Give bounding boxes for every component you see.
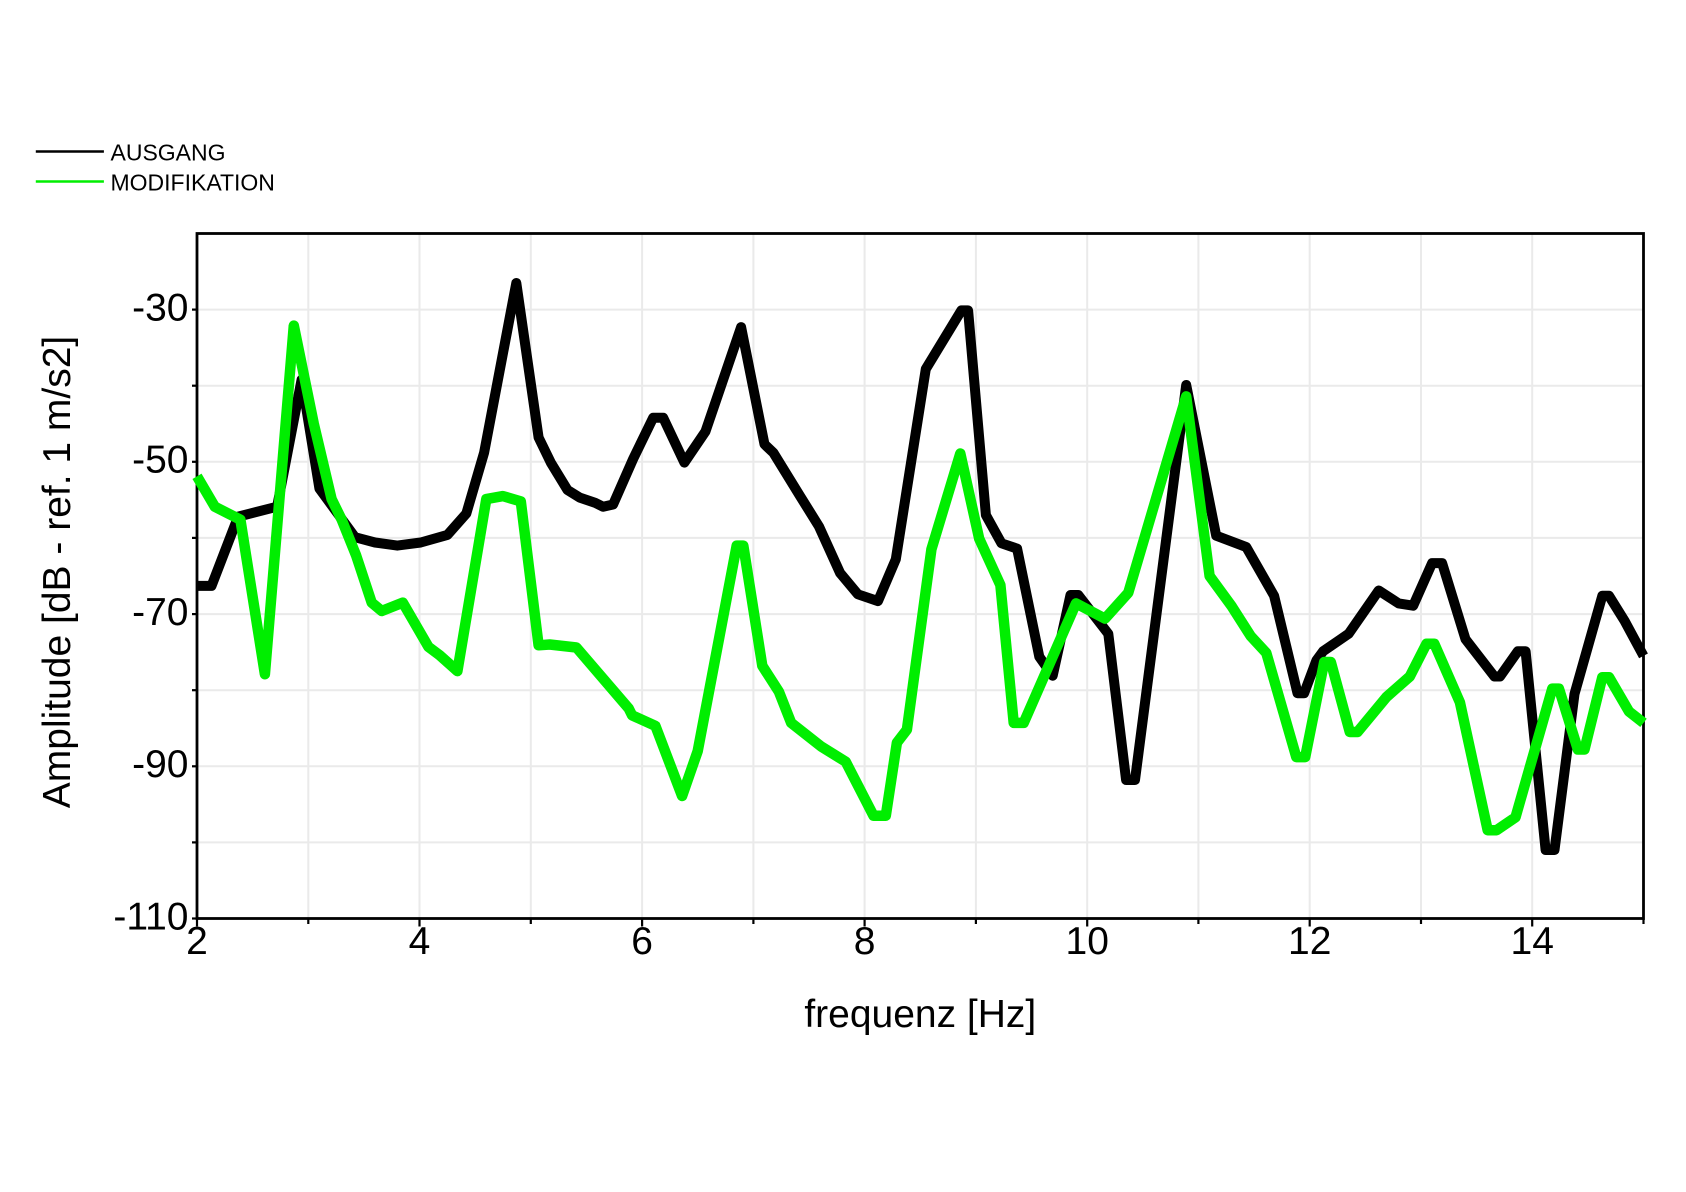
svg-text:6: 6 (631, 920, 653, 963)
svg-text:-50: -50 (132, 439, 188, 482)
svg-text:-110: -110 (113, 895, 188, 938)
svg-text:8: 8 (854, 920, 876, 963)
svg-text:MODIFIKATION: MODIFIKATION (111, 170, 275, 196)
svg-text:4: 4 (409, 920, 431, 963)
svg-text:14: 14 (1511, 920, 1554, 963)
svg-text:12: 12 (1288, 920, 1331, 963)
svg-text:-30: -30 (132, 286, 188, 329)
svg-text:-90: -90 (132, 743, 188, 786)
svg-text:AUSGANG: AUSGANG (111, 140, 226, 166)
svg-text:-70: -70 (132, 591, 188, 634)
svg-text:frequenz [Hz]: frequenz [Hz] (804, 993, 1036, 1036)
svg-text:2: 2 (186, 920, 208, 963)
svg-text:Amplitude [dB - ref. 1 m/s2]: Amplitude [dB - ref. 1 m/s2] (36, 336, 79, 809)
svg-text:10: 10 (1066, 920, 1109, 963)
